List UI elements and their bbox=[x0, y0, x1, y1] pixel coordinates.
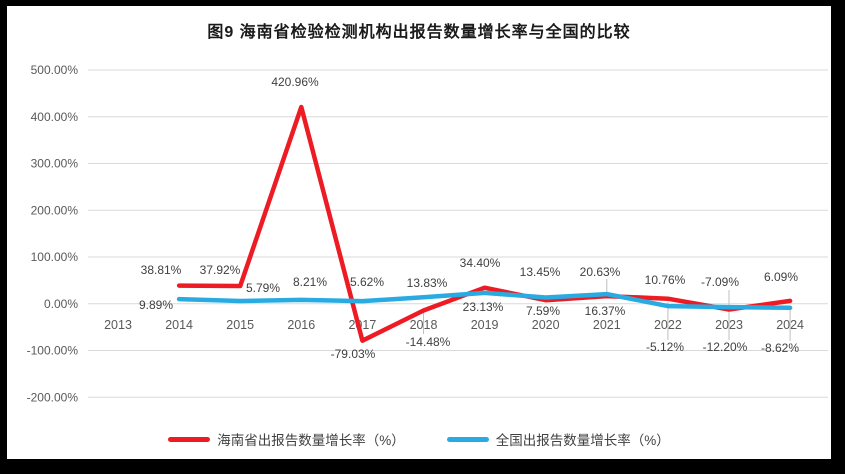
x-axis-label: 2020 bbox=[532, 318, 560, 332]
legend-swatch-national-icon bbox=[446, 436, 489, 442]
x-axis-label: 2017 bbox=[348, 318, 376, 332]
national-data-label: 8.21% bbox=[293, 275, 327, 289]
x-axis-label: 2023 bbox=[715, 318, 743, 332]
legend-swatch-hainan-icon bbox=[168, 436, 211, 442]
national-data-label: -5.12% bbox=[646, 340, 684, 354]
legend: 海南省出报告数量增长率（%） 全国出报告数量增长率（%） bbox=[7, 429, 831, 449]
national-data-label: 13.45% bbox=[520, 265, 561, 279]
x-axis-label: 2022 bbox=[654, 318, 682, 332]
hainan-data-label: 37.92% bbox=[200, 263, 241, 277]
y-axis-label: 0.00% bbox=[44, 297, 78, 311]
national-data-label: -8.62% bbox=[761, 341, 799, 355]
y-axis-label: 300.00% bbox=[31, 157, 79, 171]
x-axis-label: 2016 bbox=[287, 318, 315, 332]
national-data-label: 13.83% bbox=[407, 276, 448, 290]
legend-label-hainan: 海南省出报告数量增长率（%） bbox=[217, 433, 405, 448]
legend-item-national: 全国出报告数量增长率（%） bbox=[446, 429, 670, 449]
x-axis-label: 2013 bbox=[104, 318, 132, 332]
y-axis-label: 100.00% bbox=[31, 250, 79, 264]
hainan-data-label: 38.81% bbox=[141, 263, 182, 277]
x-axis-label: 2018 bbox=[410, 318, 438, 332]
national-data-label: 20.63% bbox=[580, 265, 621, 279]
hainan-data-label: -79.03% bbox=[331, 347, 376, 361]
national-data-label: -7.09% bbox=[701, 275, 739, 289]
hainan-series-line bbox=[176, 104, 793, 343]
national-series-line bbox=[176, 290, 793, 311]
x-axis-label: 2015 bbox=[226, 318, 254, 332]
x-axis-label: 2021 bbox=[593, 318, 621, 332]
hainan-data-label: 6.09% bbox=[764, 270, 798, 284]
y-axis-label: -100.00% bbox=[27, 344, 79, 358]
national-data-label: 9.89% bbox=[139, 298, 173, 312]
hainan-data-label: 16.37% bbox=[585, 304, 626, 318]
plot-area: 500.00% 400.00% 300.00% 200.00% 100.00% 0.00%… bbox=[27, 63, 828, 404]
hainan-data-label: 10.76% bbox=[645, 273, 686, 287]
x-axis-label: 2014 bbox=[165, 318, 193, 332]
hainan-data-label: -14.48% bbox=[406, 335, 451, 349]
hainan-data-label: 34.40% bbox=[460, 256, 501, 270]
chart-title: 图9 海南省检验检测机构出报告数量增长率与全国的比较 bbox=[207, 24, 631, 41]
hainan-data-label: 7.59% bbox=[526, 304, 560, 318]
y-axis-label: 400.00% bbox=[31, 110, 79, 124]
national-data-label: 5.62% bbox=[350, 275, 384, 289]
chart-figure: 图9 海南省检验检测机构出报告数量增长率与全国的比较 500.00% 400.00… bbox=[7, 6, 831, 459]
hainan-data-label: 420.96% bbox=[271, 75, 319, 89]
hainan-data-label: -12.20% bbox=[703, 340, 748, 354]
y-axis-label: 500.00% bbox=[31, 63, 79, 77]
legend-label-national: 全国出报告数量增长率（%） bbox=[495, 433, 670, 448]
y-axis-label: 200.00% bbox=[31, 203, 79, 217]
x-axis-label: 2024 bbox=[776, 318, 804, 332]
y-axis-label: -200.00% bbox=[27, 390, 79, 404]
legend-item-hainan: 海南省出报告数量增长率（%） bbox=[168, 429, 405, 449]
x-axis-label: 2019 bbox=[471, 318, 499, 332]
national-data-label: 23.13% bbox=[463, 300, 504, 314]
national-data-label: 5.79% bbox=[246, 281, 280, 295]
